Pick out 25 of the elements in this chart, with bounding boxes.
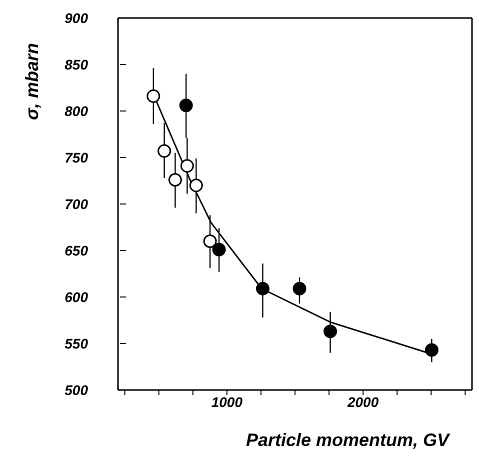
- y-tick-label: 850: [64, 56, 88, 72]
- point: [292, 282, 306, 296]
- x-tick-label: 1000: [211, 394, 243, 410]
- y-axis-title: σ, mbarn: [22, 43, 43, 120]
- point: [158, 144, 172, 158]
- y-tick-label: 500: [64, 382, 88, 398]
- point: [203, 234, 217, 248]
- point: [146, 89, 160, 103]
- point: [168, 173, 182, 187]
- point: [179, 98, 193, 112]
- x-axis-title: Particle momentum, GV: [246, 430, 450, 451]
- y-tick-label: 600: [64, 288, 88, 305]
- y-tick-label: 650: [64, 242, 88, 258]
- y-tick-label: 800: [64, 102, 88, 119]
- point: [424, 343, 438, 357]
- y-tick-label: 750: [64, 149, 88, 166]
- point: [212, 242, 226, 256]
- point: [256, 282, 270, 296]
- y-tick-label: 900: [64, 10, 88, 26]
- x-tick-label: 2000: [346, 394, 379, 410]
- point: [180, 159, 194, 173]
- point: [189, 178, 203, 192]
- point: [324, 324, 338, 338]
- y-tick-label: 550: [64, 335, 88, 352]
- y-tick-label: 700: [64, 196, 88, 212]
